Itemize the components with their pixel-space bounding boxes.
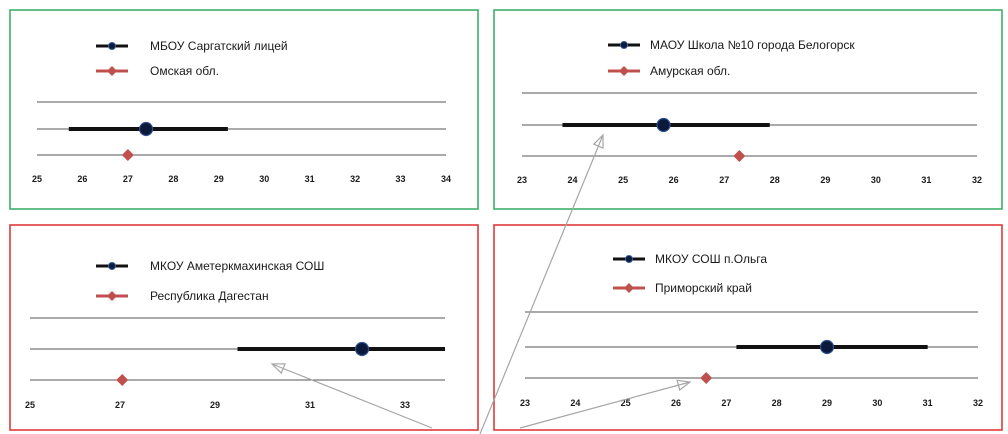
region-value-marker	[116, 374, 129, 386]
legend-label: МКОУ СОШ п.Ольга	[655, 252, 767, 266]
legend-label: Республика Дагестан	[150, 289, 269, 303]
x-tick-label: 33	[396, 174, 406, 184]
legend-marker-school	[108, 262, 116, 270]
x-tick-label: 31	[305, 174, 315, 184]
legend-label: Амурская обл.	[650, 64, 730, 78]
x-tick-label: 27	[719, 175, 729, 185]
chart-frame	[493, 9, 1003, 210]
legend-marker-region	[107, 66, 117, 76]
x-tick-label: 23	[520, 398, 530, 408]
x-tick-label: 26	[671, 398, 681, 408]
x-tick-label: 32	[972, 175, 982, 185]
x-tick-label: 31	[305, 400, 315, 410]
x-tick-label: 32	[350, 174, 360, 184]
region-value-marker	[700, 372, 713, 384]
legend-label: Приморский край	[655, 281, 752, 295]
legend-label: Омская обл.	[150, 64, 219, 78]
x-tick-label: 24	[570, 398, 580, 408]
x-tick-label: 28	[772, 398, 782, 408]
x-tick-label: 25	[618, 175, 628, 185]
x-tick-label: 26	[669, 175, 679, 185]
x-tick-label: 28	[168, 174, 178, 184]
region-value-marker	[121, 149, 134, 161]
annotation-arrow-head	[676, 379, 692, 391]
x-tick-label: 29	[214, 174, 224, 184]
annotation-arrow	[519, 381, 691, 429]
x-tick-label: 31	[921, 175, 931, 185]
x-tick-label: 30	[872, 398, 882, 408]
legend-label: МБОУ Саргатский лицей	[150, 39, 288, 53]
legend-marker-region	[624, 283, 634, 293]
legend-marker-region	[619, 66, 629, 76]
chart-frame	[9, 224, 479, 431]
school-value-marker	[354, 341, 370, 357]
legend-label: МКОУ Аметеркмахинская СОШ	[150, 259, 324, 273]
x-tick-label: 26	[77, 174, 87, 184]
annotation-arrow	[479, 134, 604, 434]
chart-frame	[493, 224, 1003, 431]
legend-marker-school	[625, 255, 633, 263]
x-tick-label: 33	[400, 400, 410, 410]
school-value-marker	[819, 339, 835, 355]
region-value-marker	[733, 150, 746, 162]
x-tick-label: 27	[115, 400, 125, 410]
x-tick-label: 25	[621, 398, 631, 408]
legend-marker-school	[108, 42, 116, 50]
x-tick-label: 24	[568, 175, 578, 185]
x-tick-label: 32	[973, 398, 983, 408]
chart-panel-3: 25 27 29 31 33 МКОУ Аметеркмахинская СОШ Респу…	[9, 224, 479, 431]
x-tick-label: 29	[210, 400, 220, 410]
annotation-arrow-head	[270, 363, 286, 375]
school-value-marker	[656, 117, 671, 133]
legend-marker-region	[107, 291, 117, 301]
x-tick-label: 25	[25, 400, 35, 410]
school-value-marker	[138, 121, 154, 137]
legend-marker-school	[620, 41, 628, 49]
x-tick-label: 27	[123, 174, 133, 184]
x-tick-label: 27	[721, 398, 731, 408]
chart-panel-1: 25 26 27 28 29 30 31 32 33 34 МБОУ Саргатский лице…	[9, 9, 479, 210]
x-tick-label: 28	[770, 175, 780, 185]
x-tick-label: 29	[822, 398, 832, 408]
chart-frame	[9, 9, 479, 210]
x-tick-label: 30	[871, 175, 881, 185]
chart-panel-4: 23 24 25 26 27 28 29 30 31 32 МКОУ СОШ п.Ольга Прим…	[493, 224, 1003, 431]
x-tick-label: 25	[32, 174, 42, 184]
x-tick-label: 34	[441, 174, 451, 184]
x-tick-label: 30	[259, 174, 269, 184]
annotation-arrow-head	[592, 133, 604, 149]
x-tick-label: 31	[923, 398, 933, 408]
legend-label: МАОУ Школа №10 города Белогорск	[650, 38, 855, 52]
chart-panel-2: 23 24 25 26 27 28 29 30 31 32 МАОУ Школа №10 город…	[493, 9, 1003, 210]
x-tick-label: 23	[517, 175, 527, 185]
annotation-arrow	[271, 363, 433, 429]
x-tick-label: 29	[820, 175, 830, 185]
